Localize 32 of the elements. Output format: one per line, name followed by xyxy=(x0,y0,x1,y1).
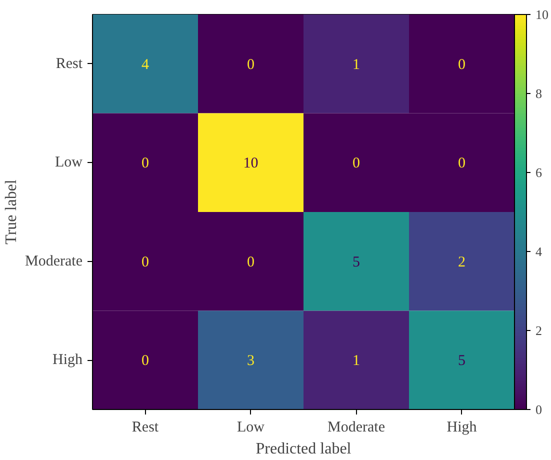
y-tick-label: Rest xyxy=(56,56,84,72)
y-tick-label: Moderate xyxy=(25,253,83,270)
x-tick-label: High xyxy=(446,420,478,436)
x-tick-label: Moderate xyxy=(328,420,386,436)
color-bar-label: 0 xyxy=(536,402,542,417)
data-label: 0 xyxy=(458,56,466,73)
data-label: 5 xyxy=(352,254,360,270)
data-label: 3 xyxy=(247,353,254,370)
data-label: 5 xyxy=(458,353,466,370)
y-tick-label: High xyxy=(52,352,83,368)
y-axis-title: True label xyxy=(3,179,20,244)
data-label: 2 xyxy=(458,254,466,270)
color-bar-label: 2 xyxy=(536,323,542,338)
data-label: 10 xyxy=(243,156,258,172)
color-bar-label: 6 xyxy=(536,165,542,180)
data-label: 0 xyxy=(352,156,360,172)
color-bar-label: 10 xyxy=(536,7,548,22)
data-label: 4 xyxy=(142,56,150,73)
y-tick-label: Low xyxy=(55,154,83,171)
data-label: 0 xyxy=(142,353,149,370)
color-bar-label: 4 xyxy=(536,244,542,259)
data-label: 1 xyxy=(352,353,360,370)
data-label: 0 xyxy=(142,156,149,172)
x-tick-label: Rest xyxy=(132,420,160,436)
data-label: 0 xyxy=(247,56,254,73)
x-tick-label: Low xyxy=(237,420,265,436)
data-label: 1 xyxy=(352,56,360,73)
data-label: 0 xyxy=(458,156,466,172)
data-label: 0 xyxy=(247,254,254,270)
color-bar-label: 8 xyxy=(536,86,542,101)
data-label: 0 xyxy=(142,254,149,270)
x-axis-title: Predicted label xyxy=(256,440,352,458)
